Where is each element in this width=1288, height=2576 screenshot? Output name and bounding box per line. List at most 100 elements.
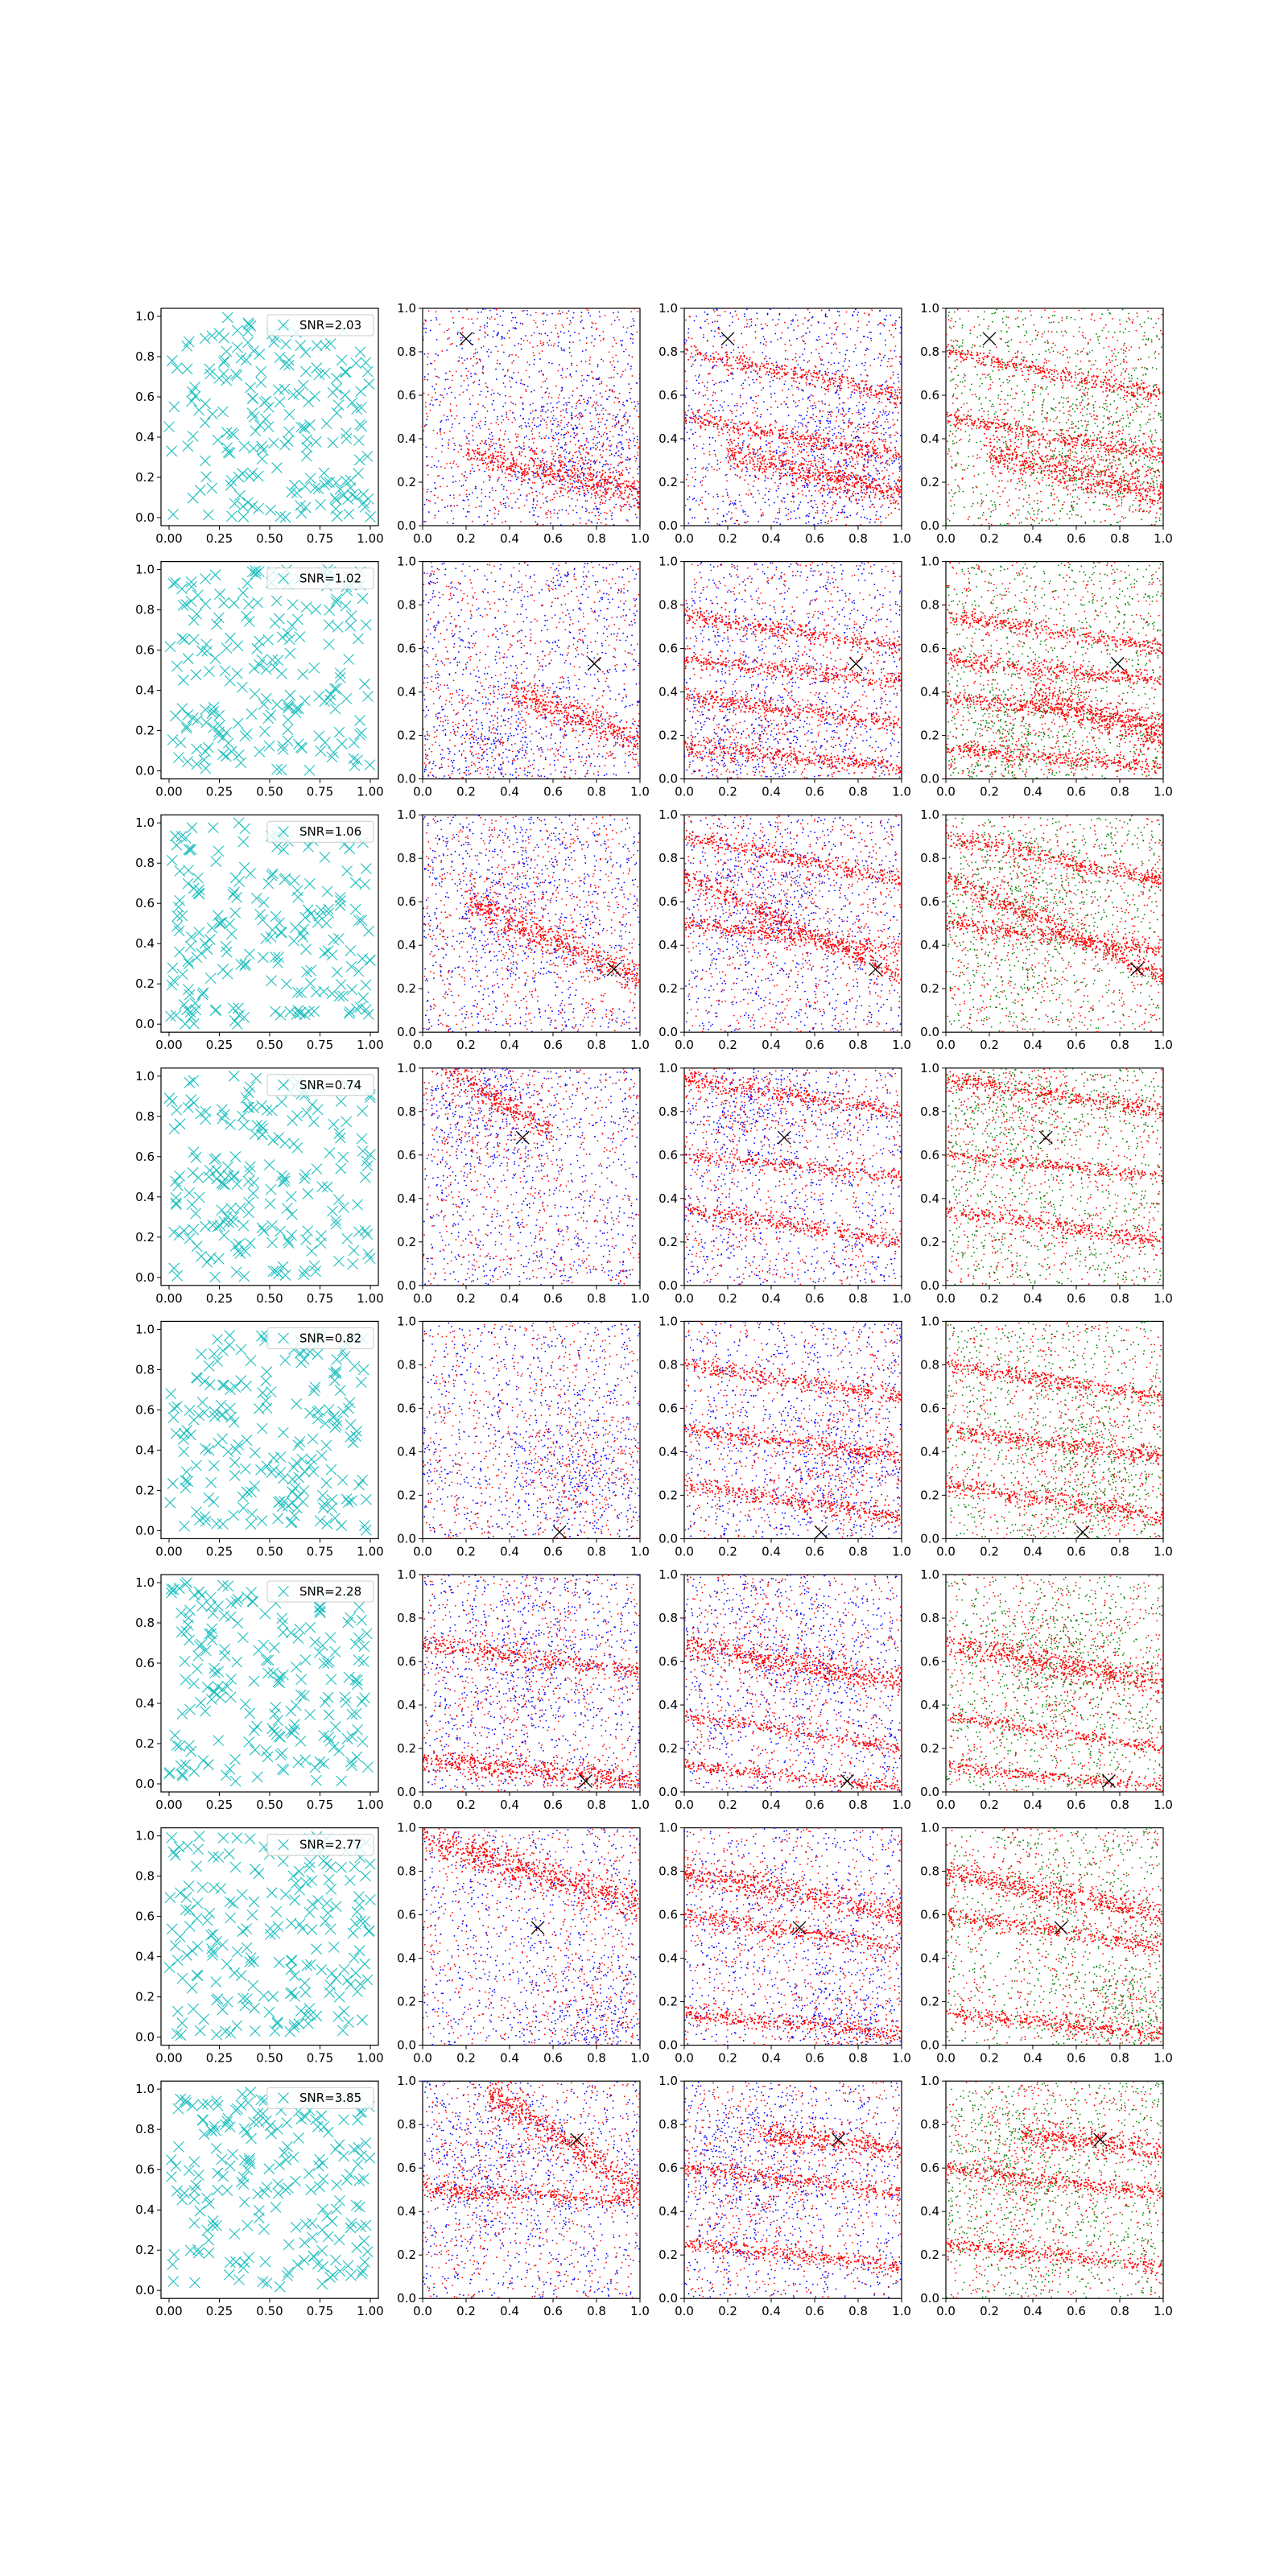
scatter-dot — [582, 350, 584, 352]
band-dot — [746, 357, 748, 359]
band-dot — [638, 492, 640, 493]
scatter-dot — [687, 332, 689, 334]
band-dot — [790, 467, 791, 469]
band-dot — [568, 490, 569, 492]
scatter-dot — [465, 480, 467, 481]
scatter-dot — [448, 448, 449, 449]
scatter-dot — [832, 435, 834, 436]
band-dot — [756, 466, 758, 468]
scatter-dot — [615, 354, 617, 356]
scatter-dot — [593, 345, 595, 347]
scatter-dot — [865, 369, 866, 371]
scatter-dot — [588, 401, 589, 402]
scatter-dot — [459, 394, 460, 396]
scatter-dot — [535, 312, 537, 313]
scatter-dot — [498, 510, 500, 512]
scatter-dot — [489, 496, 490, 497]
scatter-dot — [621, 457, 622, 459]
scatter-dot — [626, 422, 628, 423]
scatter-dot — [718, 332, 720, 334]
scatter-dot — [633, 440, 634, 442]
scatter-dot — [486, 351, 488, 353]
scatter-dot — [899, 356, 901, 357]
scatter-dot — [625, 530, 627, 531]
scatter-dot — [634, 401, 635, 402]
band-dot — [779, 469, 781, 471]
band-dot — [497, 461, 499, 463]
band-dot — [899, 479, 901, 481]
scatter-dot — [431, 467, 432, 469]
scatter-dot — [444, 468, 446, 469]
scatter-dot — [485, 386, 487, 388]
scatter-dot — [441, 499, 443, 501]
scatter-dot — [548, 345, 550, 346]
scatter-dot — [857, 512, 858, 514]
scatter-dot — [720, 381, 722, 382]
band-dot — [752, 459, 753, 460]
band-dot — [809, 384, 811, 386]
scatter-dot — [489, 492, 491, 493]
cyan-x-marker — [281, 339, 291, 349]
scatter-dot — [866, 324, 868, 326]
scatter-dot — [732, 394, 733, 395]
scatter-dot — [453, 460, 455, 462]
scatter-dot — [637, 454, 638, 456]
scatter-dot — [872, 423, 873, 424]
scatter-dot — [467, 378, 469, 379]
scatter-dot — [609, 468, 611, 469]
scatter-dot — [515, 476, 517, 477]
scatter-dot — [767, 477, 769, 479]
band-dot — [810, 476, 811, 477]
scatter-dot — [531, 335, 533, 336]
band-dot — [518, 454, 520, 456]
scatter-dot — [824, 472, 826, 473]
scatter-dot — [478, 384, 480, 386]
band-dot — [541, 480, 543, 481]
scatter-dot — [898, 459, 899, 460]
scatter-dot — [748, 494, 749, 496]
y-tick-label: 0.0 — [658, 518, 678, 533]
scatter-dot — [848, 408, 850, 410]
scatter-dot — [547, 501, 548, 502]
scatter-dot — [461, 348, 463, 349]
band-dot — [868, 485, 869, 486]
scatter-dot — [766, 356, 767, 357]
scatter-dot — [777, 324, 778, 325]
band-dot — [572, 472, 573, 473]
cyan-x-marker — [171, 363, 182, 374]
scatter-dot — [750, 371, 752, 373]
band-dot — [893, 497, 894, 498]
scatter-dot — [815, 445, 817, 447]
scatter-dot — [528, 446, 530, 448]
scatter-dot — [490, 439, 492, 440]
scatter-dot — [819, 358, 821, 360]
scatter-dot — [812, 405, 814, 407]
band-dot — [626, 502, 628, 503]
scatter-dot — [543, 344, 544, 345]
scatter-dot — [712, 496, 714, 497]
scatter-dot — [882, 410, 884, 411]
band-dot — [469, 443, 470, 444]
band-dot — [782, 468, 784, 469]
scatter-dot — [497, 419, 498, 420]
band-dot — [751, 362, 753, 364]
scatter-dot — [884, 413, 886, 415]
scatter-dot — [595, 515, 597, 517]
scatter-dot — [809, 331, 811, 332]
band-dot — [862, 469, 864, 470]
scatter-dot — [894, 407, 896, 408]
scatter-dot — [586, 447, 588, 448]
scatter-dot — [691, 468, 692, 469]
band-dot — [574, 465, 576, 467]
scatter-dot — [575, 462, 576, 464]
scatter-dot — [599, 312, 601, 313]
scatter-dot — [744, 326, 745, 328]
band-dot — [834, 466, 836, 468]
scatter-dot — [836, 348, 837, 349]
scatter-dot — [840, 449, 842, 451]
band-dot — [561, 480, 563, 481]
band-dot — [488, 448, 489, 450]
scatter-dot — [710, 415, 712, 417]
scatter-dot — [466, 496, 468, 497]
scatter-dot — [900, 435, 902, 436]
